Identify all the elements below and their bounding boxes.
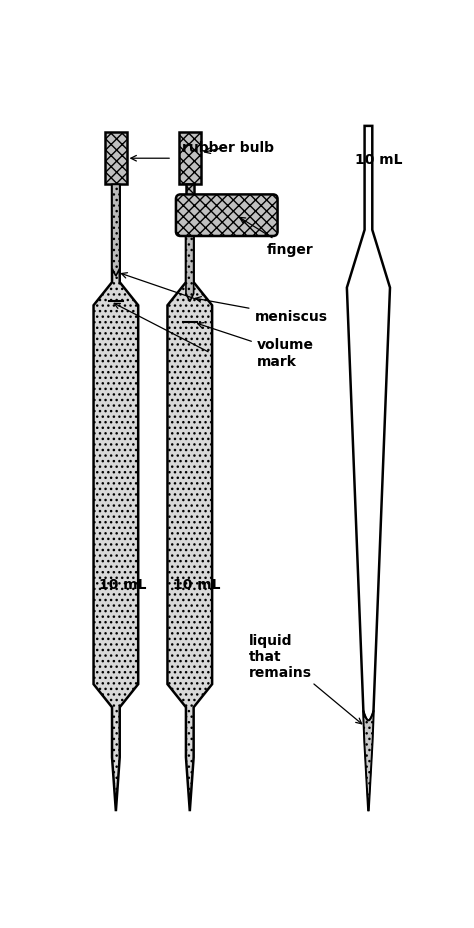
Bar <box>105 133 127 186</box>
Polygon shape <box>347 127 390 811</box>
Text: finger: finger <box>239 218 313 257</box>
Polygon shape <box>112 186 120 277</box>
FancyBboxPatch shape <box>176 195 278 237</box>
Bar <box>179 133 201 186</box>
Text: meniscus: meniscus <box>195 297 328 324</box>
Polygon shape <box>364 712 374 811</box>
Text: liquid
that
remains: liquid that remains <box>249 633 362 724</box>
Text: 10 mL: 10 mL <box>99 577 146 591</box>
Polygon shape <box>93 186 138 811</box>
Bar <box>186 186 194 200</box>
Polygon shape <box>167 232 212 811</box>
Polygon shape <box>186 232 194 303</box>
Text: volume
mark: volume mark <box>198 323 314 368</box>
Text: 10 mL: 10 mL <box>355 153 402 167</box>
Text: 10 mL: 10 mL <box>173 577 220 591</box>
Text: rubber bulb: rubber bulb <box>182 140 274 154</box>
